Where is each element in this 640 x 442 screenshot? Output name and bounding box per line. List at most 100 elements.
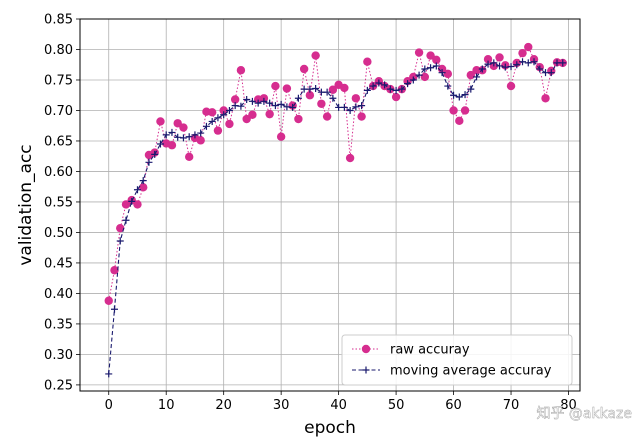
moving-average-point: [484, 60, 492, 68]
y-tick-label: 0.55: [44, 195, 73, 210]
raw-accuracy-point: [213, 126, 223, 135]
x-tick-label: 30: [273, 398, 290, 413]
raw-accuracy-point: [449, 106, 458, 115]
watermark: 知乎 @akkaze: [536, 405, 632, 422]
raw-accuracy-point: [518, 48, 527, 58]
x-tick-label: 0: [105, 398, 113, 413]
moving-average-point: [444, 82, 452, 90]
raw-accuracy-point: [328, 85, 338, 94]
moving-average-point: [237, 102, 245, 110]
raw-accuracy-point: [472, 66, 481, 75]
moving-average-point: [519, 58, 527, 66]
x-axis-label: epoch: [304, 418, 356, 438]
y-tick-label: 0.65: [44, 134, 73, 149]
y-tick-label: 0.40: [44, 287, 73, 302]
moving-average-point: [536, 65, 544, 73]
raw-accuracy-point: [414, 48, 424, 57]
raw-accuracy-point: [506, 81, 516, 91]
raw-accuracy-point: [483, 55, 493, 64]
raw-accuracy-point: [305, 91, 315, 100]
moving-average-point: [122, 216, 130, 224]
moving-average-point: [105, 370, 113, 378]
moving-average-point: [133, 186, 141, 194]
moving-average-point: [191, 131, 199, 139]
y-axis-ticks: 0.25 0.30 0.35 0.40 0.45 0.50 0.55 0.60 0.65 0.70…: [44, 13, 80, 393]
moving-average-point: [507, 63, 515, 71]
moving-average-point: [473, 73, 481, 81]
raw-accuracy-point: [236, 66, 246, 75]
moving-average-point: [174, 133, 182, 141]
raw-accuracy-point: [317, 99, 326, 108]
x-axis-ticks: 0 10 20 30 40 50 60 70 80: [105, 391, 577, 413]
raw-accuracy-point: [156, 117, 165, 126]
raw-accuracy-point: [432, 55, 441, 65]
moving-average-point: [151, 150, 159, 158]
moving-average-point: [168, 128, 176, 136]
moving-average-point: [156, 140, 164, 148]
moving-average-point: [277, 100, 285, 108]
raw-accuracy-point: [363, 57, 372, 66]
moving-average-point: [346, 106, 354, 114]
raw-accuracy-point: [271, 81, 280, 91]
y-tick-label: 0.50: [44, 226, 73, 241]
moving-average-point: [110, 305, 118, 313]
moving-average-point: [358, 102, 366, 110]
moving-average-point: [409, 76, 417, 84]
moving-average-point: [197, 129, 205, 137]
moving-average-point: [289, 103, 297, 111]
moving-average-point: [369, 82, 377, 90]
raw-accuracy-point: [495, 53, 504, 62]
moving-average-line: [108, 61, 563, 374]
raw-accuracy-point: [437, 64, 447, 74]
raw-accuracy-point: [455, 116, 464, 126]
moving-average-point: [438, 69, 446, 77]
raw-accuracy-point: [110, 266, 119, 275]
plot-frame: [79, 18, 581, 392]
moving-average-point: [478, 65, 486, 73]
moving-average-point: [179, 134, 187, 142]
y-tick-label: 0.45: [44, 256, 73, 271]
moving-average-point: [513, 61, 521, 69]
moving-average-point: [467, 85, 475, 93]
raw-accuracy-point: [351, 94, 361, 103]
raw-accuracy-point: [265, 109, 274, 119]
moving-average-point: [421, 65, 429, 73]
moving-average-point: [547, 69, 555, 77]
moving-average-point: [225, 106, 233, 114]
raw-accuracy-point: [460, 106, 470, 115]
raw-accuracy-point: [179, 123, 188, 132]
raw-accuracy-point: [242, 114, 251, 124]
legend-avg-marker: [362, 366, 370, 374]
moving-average-point: [404, 80, 412, 88]
moving-average-point: [139, 177, 147, 185]
raw-accuracy-point: [196, 136, 205, 145]
raw-accuracy-point: [167, 141, 177, 150]
raw-accuracy-point: [541, 94, 550, 103]
moving-average-point: [461, 91, 469, 99]
moving-average-point: [271, 102, 279, 110]
raw-accuracy-point: [443, 69, 453, 79]
moving-average-point: [559, 59, 567, 67]
x-tick-label: 80: [560, 398, 577, 413]
moving-average-point: [145, 158, 153, 166]
raw-accuracy-point: [116, 223, 125, 233]
raw-accuracy-point: [524, 42, 533, 52]
moving-average-point: [162, 131, 170, 139]
moving-average-point: [323, 88, 331, 96]
moving-average-point: [340, 103, 348, 111]
moving-average-point: [381, 81, 389, 89]
legend-raw-marker: [361, 344, 371, 354]
raw-accuracy-point: [322, 112, 332, 121]
x-tick-label: 60: [445, 398, 462, 413]
legend-box: [341, 334, 573, 386]
moving-average-point: [490, 59, 498, 67]
x-tick-label: 20: [215, 398, 232, 413]
raw-accuracy-point: [104, 296, 113, 305]
legend-raw-label: raw accuray: [390, 343, 470, 358]
moving-average-point: [220, 111, 228, 119]
raw-accuracy-point: [466, 70, 476, 80]
y-tick-label: 0.30: [44, 348, 73, 363]
moving-average-point: [329, 94, 337, 102]
raw-accuracy-point: [276, 132, 286, 141]
